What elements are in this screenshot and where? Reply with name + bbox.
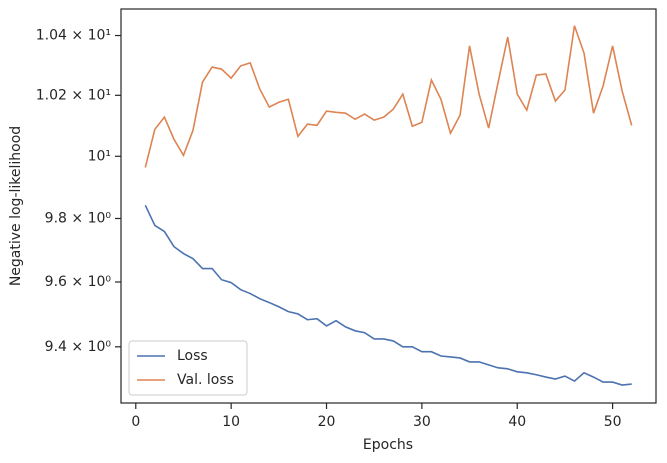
- legend-label: Loss: [177, 348, 208, 364]
- x-tick-label: 50: [604, 414, 622, 430]
- y-tick-label: 9.4 × 10⁰: [45, 339, 112, 355]
- legend-label: Val. loss: [177, 372, 234, 388]
- plot-frame: [120, 8, 657, 404]
- x-axis-label: Epochs: [363, 437, 413, 453]
- x-tick-label: 0: [131, 414, 140, 430]
- legend: Loss Val. loss: [128, 340, 248, 396]
- y-tick-label: 1.04 × 10¹: [36, 28, 111, 44]
- x-tick-label: 20: [318, 414, 336, 430]
- line-series: [144, 25, 633, 168]
- y-tick-label: 9.6 × 10⁰: [45, 274, 112, 290]
- x-tick-label: 10: [222, 414, 240, 430]
- x-tick-label: 30: [413, 414, 431, 430]
- y-tick-label: 9.8 × 10⁰: [45, 210, 112, 226]
- line-series: [144, 204, 632, 386]
- legend-box: [128, 340, 248, 396]
- y-tick-label: 10¹: [88, 148, 111, 164]
- y-tick-label: 1.02 × 10¹: [36, 87, 111, 103]
- y-axis-label: Negative log-likelihood: [8, 126, 24, 286]
- x-tick-label: 40: [508, 414, 526, 430]
